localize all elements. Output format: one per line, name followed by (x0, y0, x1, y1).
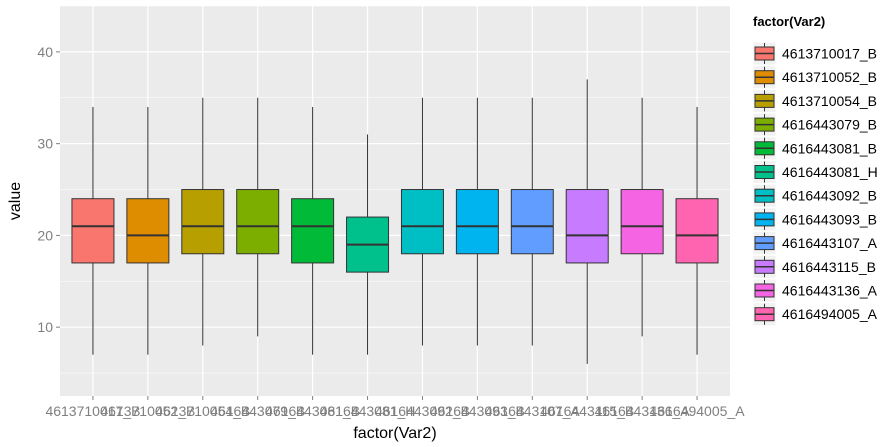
legend-title: factor(Var2) (753, 14, 825, 29)
plot-panel (60, 6, 730, 396)
box-body (675, 198, 719, 264)
x-tick-label: 4616494005_A (650, 403, 746, 419)
legend-label: 4616443081_B (782, 140, 877, 156)
box-body (400, 189, 444, 255)
y-tick-label: 40 (37, 44, 53, 60)
box-4616443092_B (400, 97, 444, 346)
legend-item-4616443107_A: 4616443107_A (752, 231, 878, 256)
box-4613710052_B (126, 106, 170, 355)
legend-label: 4616443136_A (782, 283, 878, 299)
box-body (181, 189, 225, 255)
legend-label: 4616443092_B (782, 188, 877, 204)
box-body (510, 189, 554, 255)
y-axis-title: value (7, 182, 24, 220)
boxes-layer (71, 79, 719, 364)
legend-item-4616443092_B: 4616443092_B (752, 183, 877, 208)
legend-label: 4613710017_B (782, 46, 877, 62)
legend-item-4613710017_B: 4613710017_B (752, 41, 877, 66)
x-tick-label: 4616443081_H (320, 403, 416, 419)
legend-label: 4616443107_A (782, 235, 878, 251)
x-axis: 4613710017_B4613710052_B4613710054_B4616… (45, 396, 745, 419)
x-tick-label: 4616443093_B (430, 403, 525, 419)
box-body (620, 189, 664, 255)
legend-label: 4616494005_A (782, 306, 878, 322)
x-axis-title: factor(Var2) (353, 425, 436, 442)
box-4616443081_H (346, 134, 390, 355)
legend-label: 4613710054_B (782, 93, 877, 109)
legend-item-4613710052_B: 4613710052_B (752, 65, 877, 90)
legend-item-4616443093_B: 4616443093_B (752, 207, 877, 232)
legend-label: 4616443079_B (782, 117, 877, 133)
legend-item-4616494005_A: 4616494005_A (752, 302, 878, 327)
box-4613710017_B (71, 106, 115, 355)
box-4613710054_B (181, 97, 225, 346)
box-4616443115_B (565, 79, 609, 364)
box-body (565, 189, 609, 264)
box-4616443136_A (620, 97, 664, 337)
y-axis: 10 20 30 40 (37, 44, 60, 335)
x-tick-label: 4616443092_B (375, 403, 470, 419)
x-tick-label: 4616443081_B (265, 403, 360, 419)
box-body (71, 198, 115, 264)
box-4616494005_A (675, 106, 719, 355)
x-tick-label: 4616443079_B (210, 403, 305, 419)
x-tick-label: 4613710054_B (155, 403, 250, 419)
y-tick-label: 30 (37, 136, 53, 152)
legend-label: 4616443115_B (782, 259, 876, 275)
legend-label: 4613710052_B (782, 69, 877, 85)
legend-item-4616443115_B: 4616443115_B (752, 254, 876, 279)
box-body (455, 189, 499, 255)
legend-item-4616443081_H: 4616443081_H (752, 160, 878, 184)
box-body (126, 198, 170, 264)
box-body (291, 198, 335, 264)
legend-label: 4616443081_H (782, 164, 878, 180)
x-tick-label: 4616443107_A (485, 403, 581, 419)
x-tick-label: 4613710052_B (100, 403, 195, 419)
legend-item-4613710054_B: 4613710054_B (752, 88, 877, 113)
x-tick-label: 4616443115_B (540, 403, 634, 419)
box-4616443079_B (236, 97, 280, 337)
x-tick-label: 4613710017_B (45, 403, 140, 419)
legend-item-4616443136_A: 4616443136_A (752, 278, 878, 303)
legend: factor(Var2) 4613710017_B 4613710052_B 461… (752, 14, 878, 327)
box-4616443107_A (510, 97, 554, 346)
y-tick-label: 20 (37, 227, 53, 243)
legend-item-4616443079_B: 4616443079_B (752, 112, 877, 137)
legend-item-4616443081_B: 4616443081_B (752, 136, 877, 161)
box-4616443093_B (455, 97, 499, 346)
y-tick-label: 10 (37, 319, 53, 335)
x-tick-label: 4616443136_A (595, 403, 691, 419)
box-body (236, 189, 280, 255)
box-4616443081_B (291, 106, 335, 355)
legend-label: 4616443093_B (782, 211, 877, 227)
